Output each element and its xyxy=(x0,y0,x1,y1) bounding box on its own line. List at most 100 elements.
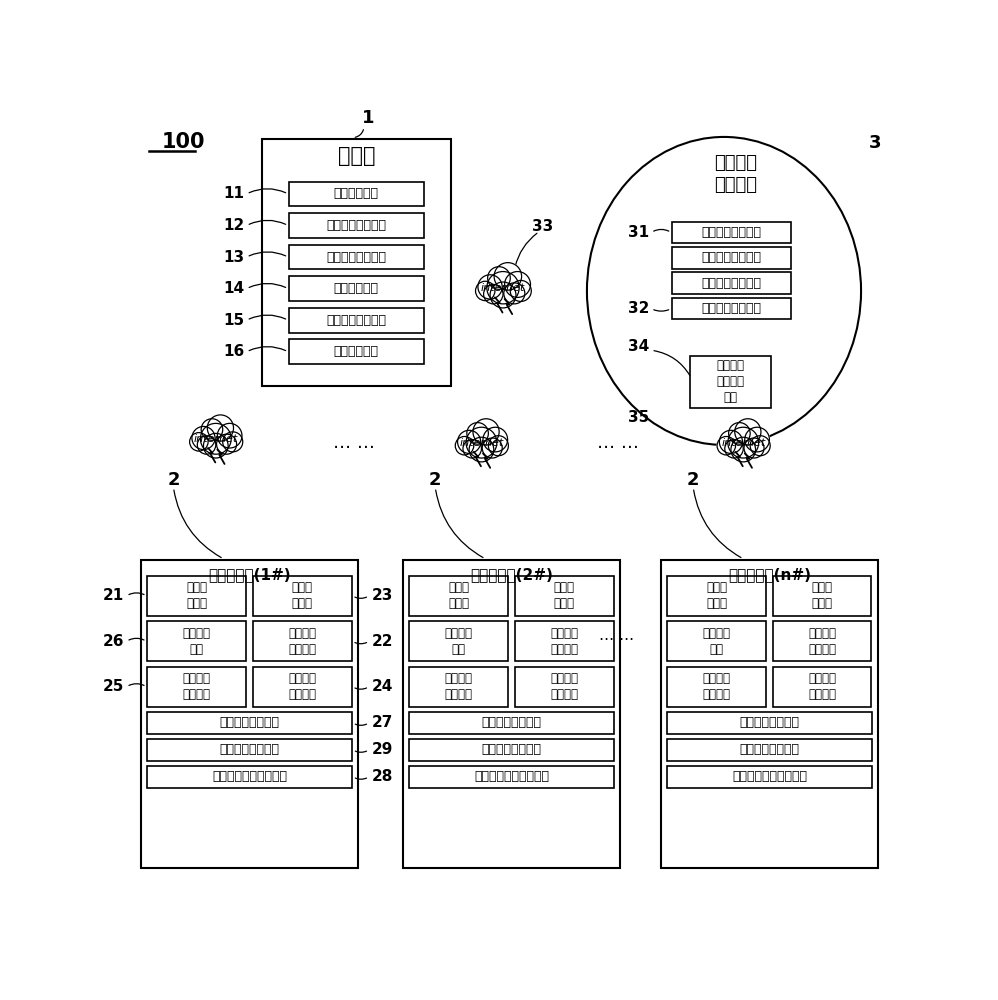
Text: 服务器: 服务器 xyxy=(337,146,375,166)
Text: 售出商品数量记录单元: 售出商品数量记录单元 xyxy=(474,770,549,783)
Circle shape xyxy=(201,423,232,454)
Text: 第二数据
存储单元: 第二数据 存储单元 xyxy=(703,672,731,701)
Ellipse shape xyxy=(587,137,861,445)
Text: internet: internet xyxy=(722,438,765,448)
Text: 26: 26 xyxy=(103,634,124,649)
Text: 第一数据核对单元: 第一数据核对单元 xyxy=(326,251,386,264)
Text: 第一网络
通信单元: 第一网络 通信单元 xyxy=(808,672,836,701)
Bar xyxy=(667,621,765,661)
Bar xyxy=(148,621,247,661)
Bar xyxy=(289,213,424,238)
Circle shape xyxy=(750,436,770,456)
Text: 2: 2 xyxy=(429,471,441,489)
Bar xyxy=(289,276,424,301)
Text: 第一网络
通信单元: 第一网络 通信单元 xyxy=(550,672,578,701)
Bar xyxy=(289,182,424,206)
Text: 商品搬
出单元: 商品搬 出单元 xyxy=(291,581,312,610)
Circle shape xyxy=(192,426,215,450)
Bar xyxy=(141,560,358,868)
Circle shape xyxy=(488,267,510,289)
Bar xyxy=(772,576,871,616)
Text: 第二主控
单元: 第二主控 单元 xyxy=(183,627,211,656)
Bar xyxy=(262,139,451,386)
Bar xyxy=(289,308,424,333)
Circle shape xyxy=(731,437,755,462)
Circle shape xyxy=(504,283,525,304)
Text: 第一数据发送单元: 第一数据发送单元 xyxy=(481,716,542,729)
Text: 第四数据发送单元: 第四数据发送单元 xyxy=(740,743,799,756)
Text: 商品售货机(2#): 商品售货机(2#) xyxy=(470,567,553,582)
Text: 27: 27 xyxy=(372,715,393,730)
Text: 2: 2 xyxy=(168,471,180,489)
Bar xyxy=(289,339,424,364)
Text: 商品售货机(1#): 商品售货机(1#) xyxy=(209,567,291,582)
Circle shape xyxy=(478,275,502,299)
Text: 23: 23 xyxy=(372,588,393,603)
Text: 第一商品
录入单元: 第一商品 录入单元 xyxy=(288,627,316,656)
Bar xyxy=(252,621,351,661)
Text: 3: 3 xyxy=(868,134,881,152)
Text: 商品售货机(n#): 商品售货机(n#) xyxy=(728,567,811,582)
Bar xyxy=(667,576,765,616)
Text: 第二数据发送单元: 第二数据发送单元 xyxy=(702,277,761,290)
Circle shape xyxy=(484,284,503,304)
Circle shape xyxy=(467,423,488,444)
Bar xyxy=(252,576,351,616)
Circle shape xyxy=(223,432,243,452)
Text: 31: 31 xyxy=(628,225,649,240)
Bar xyxy=(667,739,872,761)
Text: 12: 12 xyxy=(223,218,245,233)
Circle shape xyxy=(469,437,494,462)
Text: internet: internet xyxy=(481,283,525,293)
Text: 21: 21 xyxy=(103,588,124,603)
Circle shape xyxy=(218,423,242,448)
Circle shape xyxy=(457,430,481,453)
Bar xyxy=(515,576,614,616)
Bar xyxy=(772,621,871,661)
Bar xyxy=(148,576,247,616)
Text: 11: 11 xyxy=(224,186,245,201)
Bar xyxy=(667,712,872,734)
Text: 商品信息
录入装置: 商品信息 录入装置 xyxy=(714,154,757,194)
Circle shape xyxy=(202,419,223,440)
Circle shape xyxy=(198,436,216,454)
Text: 商品搬
出单元: 商品搬 出单元 xyxy=(554,581,575,610)
Text: 34: 34 xyxy=(628,339,649,354)
Circle shape xyxy=(505,272,531,297)
Text: 1: 1 xyxy=(361,109,374,127)
Circle shape xyxy=(466,427,497,458)
Text: 35: 35 xyxy=(628,410,649,425)
Bar xyxy=(409,766,614,788)
Text: 第二网络通信单元: 第二网络通信单元 xyxy=(702,251,761,264)
Circle shape xyxy=(190,433,209,451)
Circle shape xyxy=(720,430,743,453)
Text: internet: internet xyxy=(194,434,238,444)
Circle shape xyxy=(729,423,750,444)
Text: 25: 25 xyxy=(103,679,124,694)
Text: 第三数据发送单元: 第三数据发送单元 xyxy=(702,302,761,315)
Bar xyxy=(403,560,620,868)
Circle shape xyxy=(473,419,499,445)
Text: 第一商品
录入单元: 第一商品 录入单元 xyxy=(550,627,578,656)
Circle shape xyxy=(494,263,522,290)
Text: 售出商品数量记录单元: 售出商品数量记录单元 xyxy=(213,770,287,783)
Text: … …: … … xyxy=(599,628,634,643)
Text: 第一商品
录入单元: 第一商品 录入单元 xyxy=(808,627,836,656)
Bar xyxy=(515,667,614,707)
Text: 第二商品录入单元: 第二商品录入单元 xyxy=(702,226,761,239)
Bar xyxy=(672,222,791,243)
Bar xyxy=(672,298,791,319)
Bar xyxy=(409,621,508,661)
Text: 数据接收单元: 数据接收单元 xyxy=(333,345,379,358)
Circle shape xyxy=(745,427,769,452)
Text: 第四数据发送单元: 第四数据发送单元 xyxy=(481,743,542,756)
Circle shape xyxy=(488,436,508,456)
Bar xyxy=(148,766,352,788)
Text: 第四数据发送单元: 第四数据发送单元 xyxy=(220,743,279,756)
Bar xyxy=(148,667,247,707)
Text: 第二主控
单元: 第二主控 单元 xyxy=(444,627,472,656)
Circle shape xyxy=(718,436,736,455)
Bar xyxy=(667,766,872,788)
Text: … …: … … xyxy=(333,434,375,452)
Circle shape xyxy=(475,281,495,301)
